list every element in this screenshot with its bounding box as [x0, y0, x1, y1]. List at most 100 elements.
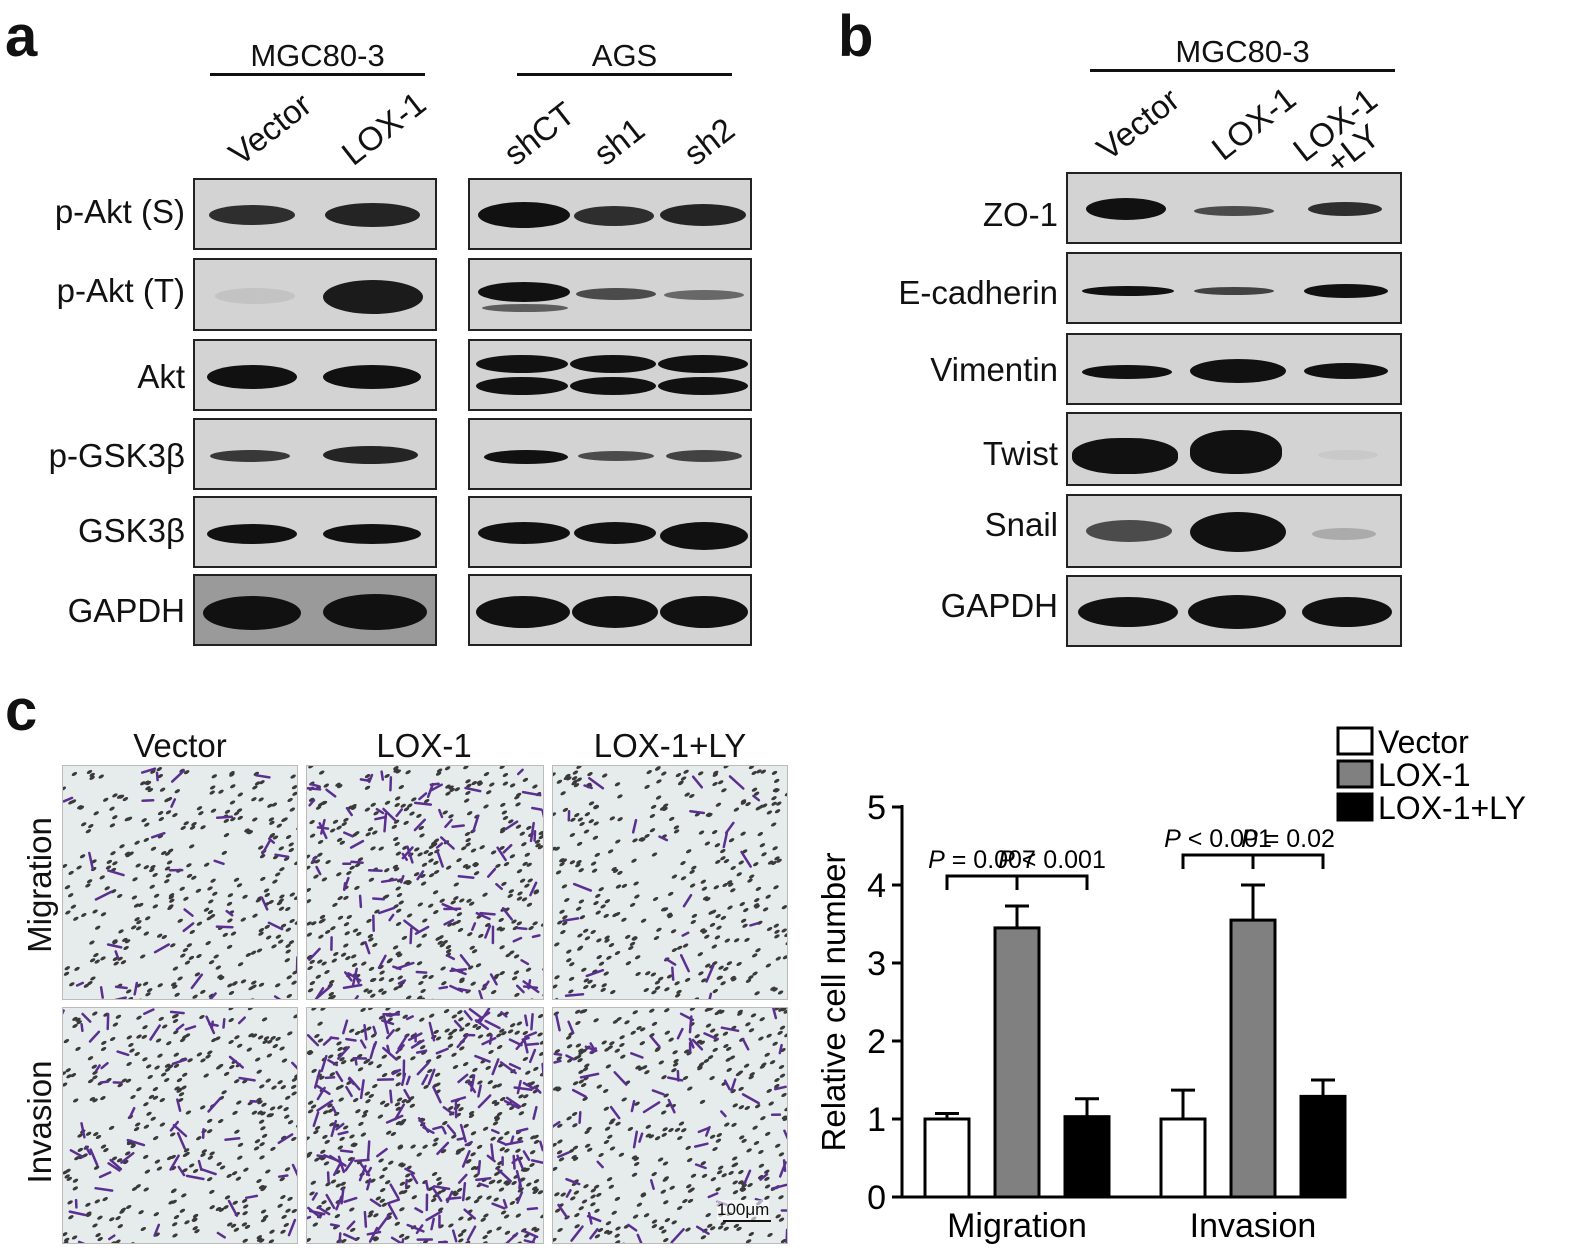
blot-gapdh: [1066, 575, 1402, 647]
membrane-pore: [342, 1125, 349, 1130]
membrane-pore: [169, 898, 175, 903]
membrane-pore: [557, 1139, 563, 1144]
membrane-pore: [650, 804, 657, 809]
membrane-pore: [618, 1152, 625, 1157]
bar-lox-1-ly: [1299, 1094, 1347, 1199]
stained-cell: [496, 846, 507, 862]
membrane-pore: [287, 1120, 294, 1125]
membrane-pore: [291, 980, 297, 985]
membrane-pore: [422, 918, 428, 923]
membrane-pore: [575, 906, 582, 911]
membrane-pore: [565, 773, 571, 778]
membrane-pore: [400, 803, 406, 808]
membrane-pore: [422, 1144, 428, 1149]
stained-cell: [171, 1058, 188, 1066]
membrane-pore: [705, 1213, 711, 1218]
membrane-pore: [524, 883, 530, 888]
membrane-pore: [189, 825, 196, 830]
membrane-pore: [573, 783, 580, 788]
membrane-pore: [741, 1183, 747, 1188]
membrane-pore: [553, 812, 557, 817]
stained-cell: [521, 790, 542, 797]
stained-cell: [407, 1032, 423, 1042]
stained-cell: [539, 1140, 543, 1152]
membrane-pore: [287, 1031, 293, 1036]
membrane-pore: [176, 1078, 183, 1083]
membrane-pore: [742, 923, 748, 928]
membrane-pore: [443, 1009, 450, 1014]
membrane-pore: [102, 797, 109, 802]
membrane-pore: [774, 809, 781, 814]
membrane-pore: [590, 1202, 596, 1207]
membrane-pore: [122, 797, 129, 802]
membrane-pore: [675, 773, 682, 778]
stained-cell: [515, 984, 525, 994]
membrane-pore: [654, 986, 661, 991]
stained-cell: [169, 1154, 180, 1171]
membrane-pore: [237, 815, 243, 820]
membrane-pore: [364, 807, 371, 812]
membrane-pore: [274, 983, 281, 988]
membrane-pore: [717, 1165, 724, 1170]
membrane-pore: [748, 1232, 755, 1237]
membrane-pore: [285, 1208, 291, 1213]
stained-cell: [679, 954, 690, 973]
membrane-pore: [668, 1128, 674, 1133]
membrane-pore: [405, 770, 411, 775]
membrane-pore: [748, 975, 754, 980]
membrane-pore: [312, 1222, 319, 1227]
membrane-pore: [265, 1169, 271, 1174]
membrane-pore: [110, 851, 116, 856]
membrane-pore: [409, 811, 415, 816]
membrane-pore: [226, 1173, 232, 1178]
stained-cell: [636, 1233, 643, 1243]
membrane-pore: [783, 1009, 787, 1014]
membrane-pore: [707, 1055, 714, 1060]
membrane-pore: [531, 1186, 538, 1191]
membrane-pore: [532, 921, 538, 926]
membrane-pore: [159, 1122, 166, 1127]
blot-gapdh-mgc: [193, 574, 437, 646]
membrane-pore: [729, 1055, 736, 1060]
stained-cell: [108, 1234, 116, 1241]
membrane-pore: [80, 822, 87, 827]
membrane-pore: [251, 797, 257, 802]
membrane-pore: [92, 1075, 98, 1080]
membrane-pore: [433, 1029, 439, 1034]
stained-cell: [484, 924, 492, 939]
membrane-pore: [384, 773, 390, 779]
membrane-pore: [525, 967, 532, 972]
membrane-pore: [142, 981, 149, 986]
panel-b-letter: b: [838, 4, 874, 69]
membrane-pore: [771, 801, 777, 806]
membrane-pore: [269, 820, 275, 825]
stained-cell: [442, 1106, 455, 1116]
membrane-pore: [634, 894, 640, 899]
membrane-pore: [147, 788, 154, 793]
stained-cell: [141, 798, 155, 803]
membrane-pore: [173, 1052, 180, 1057]
membrane-pore: [560, 1192, 566, 1197]
membrane-pore: [648, 1134, 655, 1139]
membrane-pore: [150, 1116, 156, 1121]
membrane-pore: [766, 1033, 772, 1038]
stained-cell: [400, 1072, 407, 1087]
stained-cell: [740, 850, 752, 868]
stained-cell: [335, 1195, 343, 1211]
membrane-pore: [253, 771, 260, 776]
membrane-pore: [653, 935, 660, 941]
membrane-pore: [515, 824, 522, 829]
stained-cell: [170, 798, 177, 808]
stained-cell: [557, 1151, 570, 1159]
membrane-pore: [496, 926, 503, 931]
membrane-pore: [596, 1192, 602, 1197]
membrane-pore: [401, 1098, 407, 1104]
membrane-pore: [463, 1123, 469, 1128]
membrane-pore: [174, 789, 181, 794]
membrane-pore: [465, 779, 471, 784]
membrane-pore: [355, 1109, 361, 1114]
stained-cell: [309, 782, 321, 788]
membrane-pore: [747, 1183, 753, 1188]
legend-swatch: [1336, 726, 1374, 756]
membrane-pore: [233, 877, 240, 882]
